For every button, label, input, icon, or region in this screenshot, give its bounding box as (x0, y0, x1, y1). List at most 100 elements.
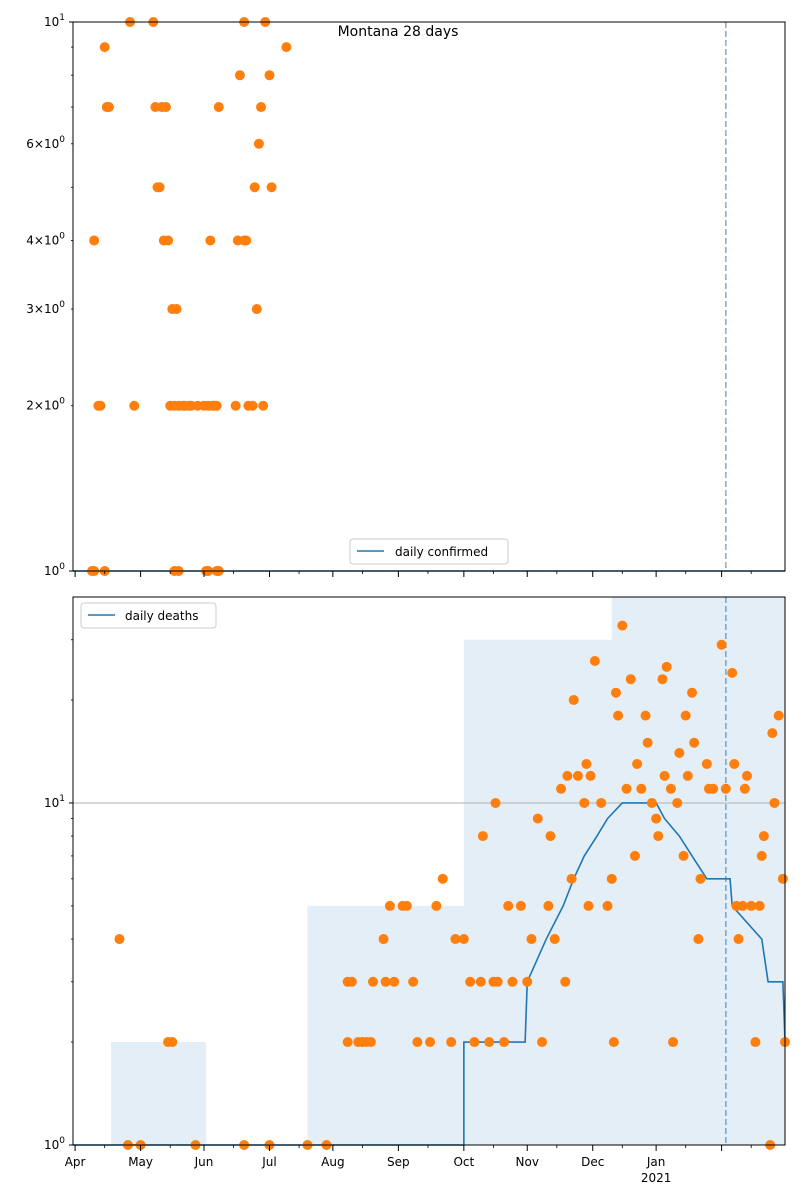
confirmed-point (103, 102, 114, 113)
deaths-point (412, 1037, 423, 1048)
confirmed-point (258, 400, 269, 411)
deaths-point (653, 831, 664, 842)
deaths-point (617, 620, 628, 631)
confirmed-point (247, 400, 258, 411)
deaths-chart-panel: 100 101 Apr May Jun Jul Aug Sep Oct Nov Dec Jan 202… (44, 596, 790, 1185)
deaths-point (767, 728, 778, 739)
deaths-band-0 (111, 1042, 207, 1145)
confirmed-point (213, 102, 224, 113)
deaths-point (365, 1037, 376, 1048)
deaths-point (431, 900, 442, 911)
deaths-lines (73, 597, 786, 1146)
deaths-legend-label: daily deaths (125, 609, 198, 623)
confirmed-legend-label: daily confirmed (395, 545, 488, 559)
deaths-point (720, 783, 731, 794)
confirmed-point (99, 42, 110, 53)
deaths-point (689, 737, 700, 748)
deaths-point (526, 934, 537, 945)
deaths-point (716, 639, 727, 650)
deaths-point (583, 900, 594, 911)
deaths-point (610, 687, 621, 698)
deaths-point (754, 900, 765, 911)
deaths-point (668, 1037, 679, 1048)
deaths-x-ticks: Apr May Jun Jul Aug Sep Oct Nov Dec Jan 2021 (65, 1145, 752, 1185)
chart-title: Montana 28 days (338, 24, 459, 40)
deaths-point (446, 1037, 457, 1048)
confirmed-point (163, 235, 174, 246)
confirmed-y-tick-label: 2×100 (26, 397, 65, 413)
deaths-point (678, 850, 689, 861)
deaths-x-tick-label: Sep (387, 1155, 410, 1169)
deaths-point (695, 873, 706, 884)
deaths-point (729, 758, 740, 769)
deaths-point (741, 770, 752, 781)
deaths-point (739, 783, 750, 794)
deaths-plot-frame (72, 596, 786, 1146)
deaths-points (114, 620, 790, 1150)
deaths-point (475, 976, 486, 987)
confirmed-point (241, 235, 252, 246)
deaths-point (687, 687, 698, 698)
deaths-point (756, 850, 767, 861)
deaths-point (572, 770, 583, 781)
deaths-band-2 (463, 639, 612, 1145)
deaths-series-line (73, 802, 786, 1146)
deaths-point (640, 710, 651, 721)
deaths-point (450, 934, 461, 945)
deaths-point (636, 783, 647, 794)
deaths-point (492, 976, 503, 987)
deaths-point (566, 873, 577, 884)
deaths-point (777, 873, 788, 884)
deaths-point (665, 783, 676, 794)
confirmed-point (89, 235, 100, 246)
deaths-band-1 (307, 905, 464, 1145)
confirmed-point (211, 400, 222, 411)
deaths-y-ticks: 100 101 (44, 639, 73, 1152)
deaths-point (581, 758, 592, 769)
deaths-point (477, 831, 488, 842)
deaths-point (532, 813, 543, 824)
deaths-point (613, 710, 624, 721)
confirmed-legend: daily confirmed (349, 538, 509, 565)
deaths-point (499, 1037, 510, 1048)
deaths-point (515, 900, 526, 911)
confirmed-point (160, 102, 171, 113)
deaths-point (589, 655, 600, 666)
confirmed-point (95, 400, 106, 411)
deaths-point (507, 976, 518, 987)
deaths-point (549, 934, 560, 945)
confirmed-y-tick-label: 3×100 (26, 300, 65, 316)
deaths-legend-box (80, 602, 217, 629)
confirmed-x-ticks (74, 571, 752, 577)
confirmed-lines (73, 22, 785, 572)
deaths-x-tick-label: May (128, 1155, 153, 1169)
deaths-point (560, 976, 571, 987)
deaths-point (672, 797, 683, 808)
deaths-x-tick-label: Jun (194, 1155, 214, 1169)
deaths-point (646, 797, 657, 808)
deaths-point (556, 783, 567, 794)
confirmed-point (154, 182, 165, 193)
deaths-point (167, 1037, 178, 1048)
deaths-point (522, 976, 533, 987)
deaths-point (579, 797, 590, 808)
deaths-x-tick-label: 2021 (641, 1171, 672, 1185)
confirmed-y-tick-label: 101 (44, 13, 65, 29)
deaths-point (737, 900, 748, 911)
confirmed-point (281, 42, 292, 53)
deaths-point (437, 873, 448, 884)
confirmed-y-tick-label: 4×100 (26, 231, 65, 247)
deaths-point (458, 934, 469, 945)
deaths-x-tick-label: Jul (261, 1155, 276, 1169)
deaths-point (606, 873, 617, 884)
deaths-point (568, 694, 579, 705)
deaths-point (642, 737, 653, 748)
deaths-point (596, 797, 607, 808)
confirmed-y-ticks: 100 2×100 3×100 4×100 6×100 101 (26, 13, 73, 578)
deaths-point (621, 783, 632, 794)
deaths-x-tick-label: Oct (453, 1155, 474, 1169)
deaths-point (408, 976, 419, 987)
deaths-legend: daily deaths (80, 602, 217, 629)
confirmed-chart-panel: 100 2×100 3×100 4×100 6×100 101 Montana 28 da… (26, 13, 786, 578)
